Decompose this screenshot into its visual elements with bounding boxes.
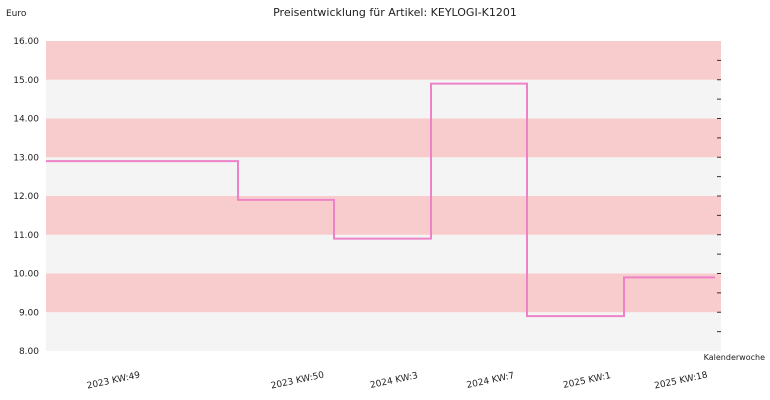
grid-band xyxy=(46,196,721,235)
series-line xyxy=(46,82,715,318)
y-tick-label: 13.00 xyxy=(13,153,39,163)
y-tick-label: 14.00 xyxy=(13,115,39,125)
y-tick-labels: 8.00 9.00 10.00 11.00 12.00 13.00 14.00 15.00 16… xyxy=(13,37,39,357)
x-tick-label: 2025 KW:1 xyxy=(562,371,612,391)
y-tick-label: 11.00 xyxy=(13,231,39,241)
y-tick-label: 10.00 xyxy=(13,270,39,280)
y-tick-label: 12.00 xyxy=(13,192,39,202)
grid-band xyxy=(46,157,721,196)
plot-bands xyxy=(46,41,721,351)
x-tick-label: 2024 KW:3 xyxy=(369,371,419,391)
y-tick-label: 15.00 xyxy=(13,76,39,86)
x-tick-label: 2024 KW:7 xyxy=(466,371,516,391)
x-tick-label: 2023 KW:50 xyxy=(270,370,325,391)
y-axis-label: Euro xyxy=(6,9,27,19)
x-tick-label: 2025 KW:18 xyxy=(654,370,709,391)
y-tick-label: 8.00 xyxy=(19,347,39,357)
grid-band xyxy=(46,273,721,313)
grid-band xyxy=(46,234,721,274)
x-tick-labels: 2023 KW:49 2023 KW:50 2024 KW:3 2024 KW:7 20… xyxy=(86,370,709,391)
right-minor-ticks xyxy=(717,59,721,333)
grid-band xyxy=(46,41,721,80)
x-tick-label: 2023 KW:49 xyxy=(86,370,141,391)
y-tick-label: 9.00 xyxy=(19,308,39,318)
grid-band xyxy=(46,79,721,119)
grid-band xyxy=(46,118,721,158)
grid-band xyxy=(46,312,721,351)
chart-title: Preisentwicklung für Artikel: KEYLOGI-K1… xyxy=(273,6,517,19)
x-axis-label: Kalenderwoche xyxy=(704,353,765,362)
series-step-line xyxy=(46,82,715,318)
y-tick-label: 16.00 xyxy=(13,37,39,47)
